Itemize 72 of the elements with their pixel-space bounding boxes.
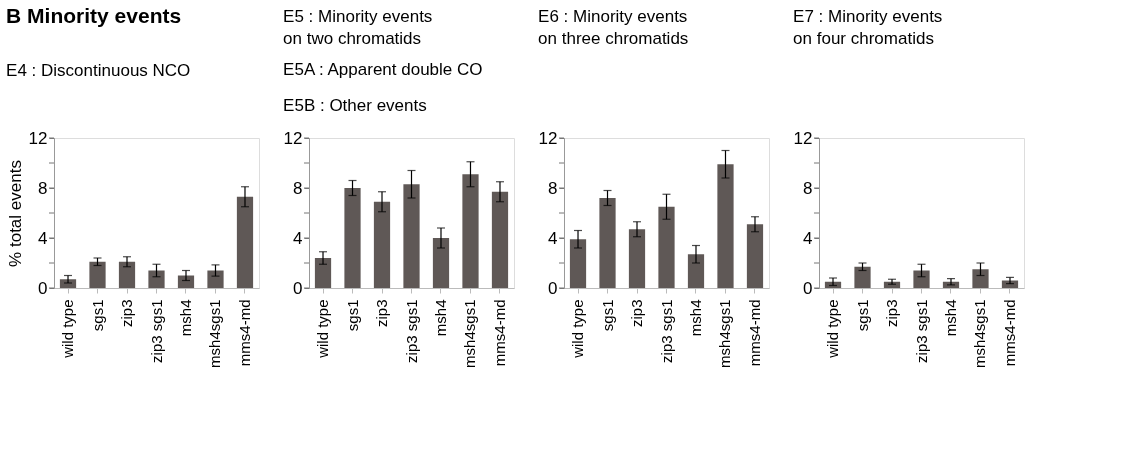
x-tick-label: mms4-md xyxy=(1000,299,1018,367)
bar xyxy=(717,164,734,288)
y-tick-label: 12 xyxy=(793,128,813,148)
bar xyxy=(658,206,675,288)
y-tick-label: 0 xyxy=(38,278,48,298)
bar xyxy=(462,174,479,288)
y-tick-label: 0 xyxy=(803,278,813,298)
y-tick-label: 8 xyxy=(38,178,48,198)
bar xyxy=(314,258,332,288)
bar xyxy=(491,191,509,288)
bar xyxy=(344,188,361,288)
x-tick-label: zip3 sgs1 xyxy=(657,299,675,363)
bar xyxy=(628,229,646,288)
y-tick-label: 0 xyxy=(548,278,558,298)
y-tick-label: 0 xyxy=(293,278,303,298)
bar xyxy=(687,254,705,288)
x-tick-label: wild type xyxy=(314,299,332,359)
bar xyxy=(403,184,420,288)
x-tick-label: zip3 xyxy=(628,299,645,328)
y-tick-label: 8 xyxy=(548,178,558,198)
bar xyxy=(746,224,764,288)
bar xyxy=(432,238,450,288)
bar xyxy=(118,261,136,288)
x-tick-label: zip3 xyxy=(883,299,900,328)
chart-title: B Minority events xyxy=(6,4,182,27)
text: E5B : Other events xyxy=(283,96,427,115)
y-tick-label: 12 xyxy=(283,128,303,148)
bar xyxy=(207,270,224,288)
y-tick-label: 4 xyxy=(803,228,813,248)
bar xyxy=(148,270,165,288)
bar xyxy=(373,201,391,288)
bar xyxy=(913,270,930,288)
chart-title: E7 : Minority events on four chromatids xyxy=(793,7,943,48)
y-tick-label: 4 xyxy=(293,228,303,248)
x-tick-label: mms4-md xyxy=(490,299,508,367)
x-tick-label: sgs1 xyxy=(88,299,106,332)
y-tick-label: 4 xyxy=(38,228,48,248)
chart-title: E6 : Minority events on three chromatids xyxy=(538,7,689,48)
chart-title: E5 : Minority events on two chromatids xyxy=(283,7,433,48)
x-tick-label: sgs1 xyxy=(598,299,616,332)
x-tick-label: msh4 xyxy=(942,299,959,337)
y-axis-title: % total events xyxy=(5,160,25,267)
bar xyxy=(972,269,989,288)
bar xyxy=(236,196,254,288)
x-tick-label: zip3 xyxy=(118,299,135,328)
x-tick-label: msh4sgs1 xyxy=(206,299,224,368)
x-tick-label: msh4 xyxy=(432,299,449,337)
x-tick-label: zip3 xyxy=(373,299,390,328)
y-tick-label: 12 xyxy=(538,128,558,148)
y-tick-label: 8 xyxy=(803,178,813,198)
x-tick-label: msh4sgs1 xyxy=(971,299,989,368)
x-tick-label: msh4sgs1 xyxy=(716,299,734,368)
bar xyxy=(599,198,616,288)
x-tick-label: sgs1 xyxy=(853,299,871,332)
y-tick-label: 8 xyxy=(293,178,303,198)
text: E4 : Discontinuous NCO xyxy=(6,61,191,80)
x-tick-label: msh4 xyxy=(687,299,704,337)
y-tick-label: 4 xyxy=(548,228,558,248)
x-tick-label: wild type xyxy=(569,299,587,359)
x-tick-label: sgs1 xyxy=(343,299,361,332)
x-tick-label: msh4sgs1 xyxy=(461,299,479,368)
x-tick-label: zip3 sgs1 xyxy=(147,299,165,363)
x-tick-label: wild type xyxy=(59,299,77,359)
x-tick-label: mms4-md xyxy=(235,299,253,367)
y-tick-label: 12 xyxy=(28,128,48,148)
x-tick-label: zip3 sgs1 xyxy=(402,299,420,363)
x-tick-label: msh4 xyxy=(177,299,194,337)
text: E5A : Apparent double CO xyxy=(283,60,483,79)
x-tick-label: mms4-md xyxy=(745,299,763,367)
x-tick-label: wild type xyxy=(824,299,842,359)
x-tick-label: zip3 sgs1 xyxy=(912,299,930,363)
bar xyxy=(569,239,587,288)
